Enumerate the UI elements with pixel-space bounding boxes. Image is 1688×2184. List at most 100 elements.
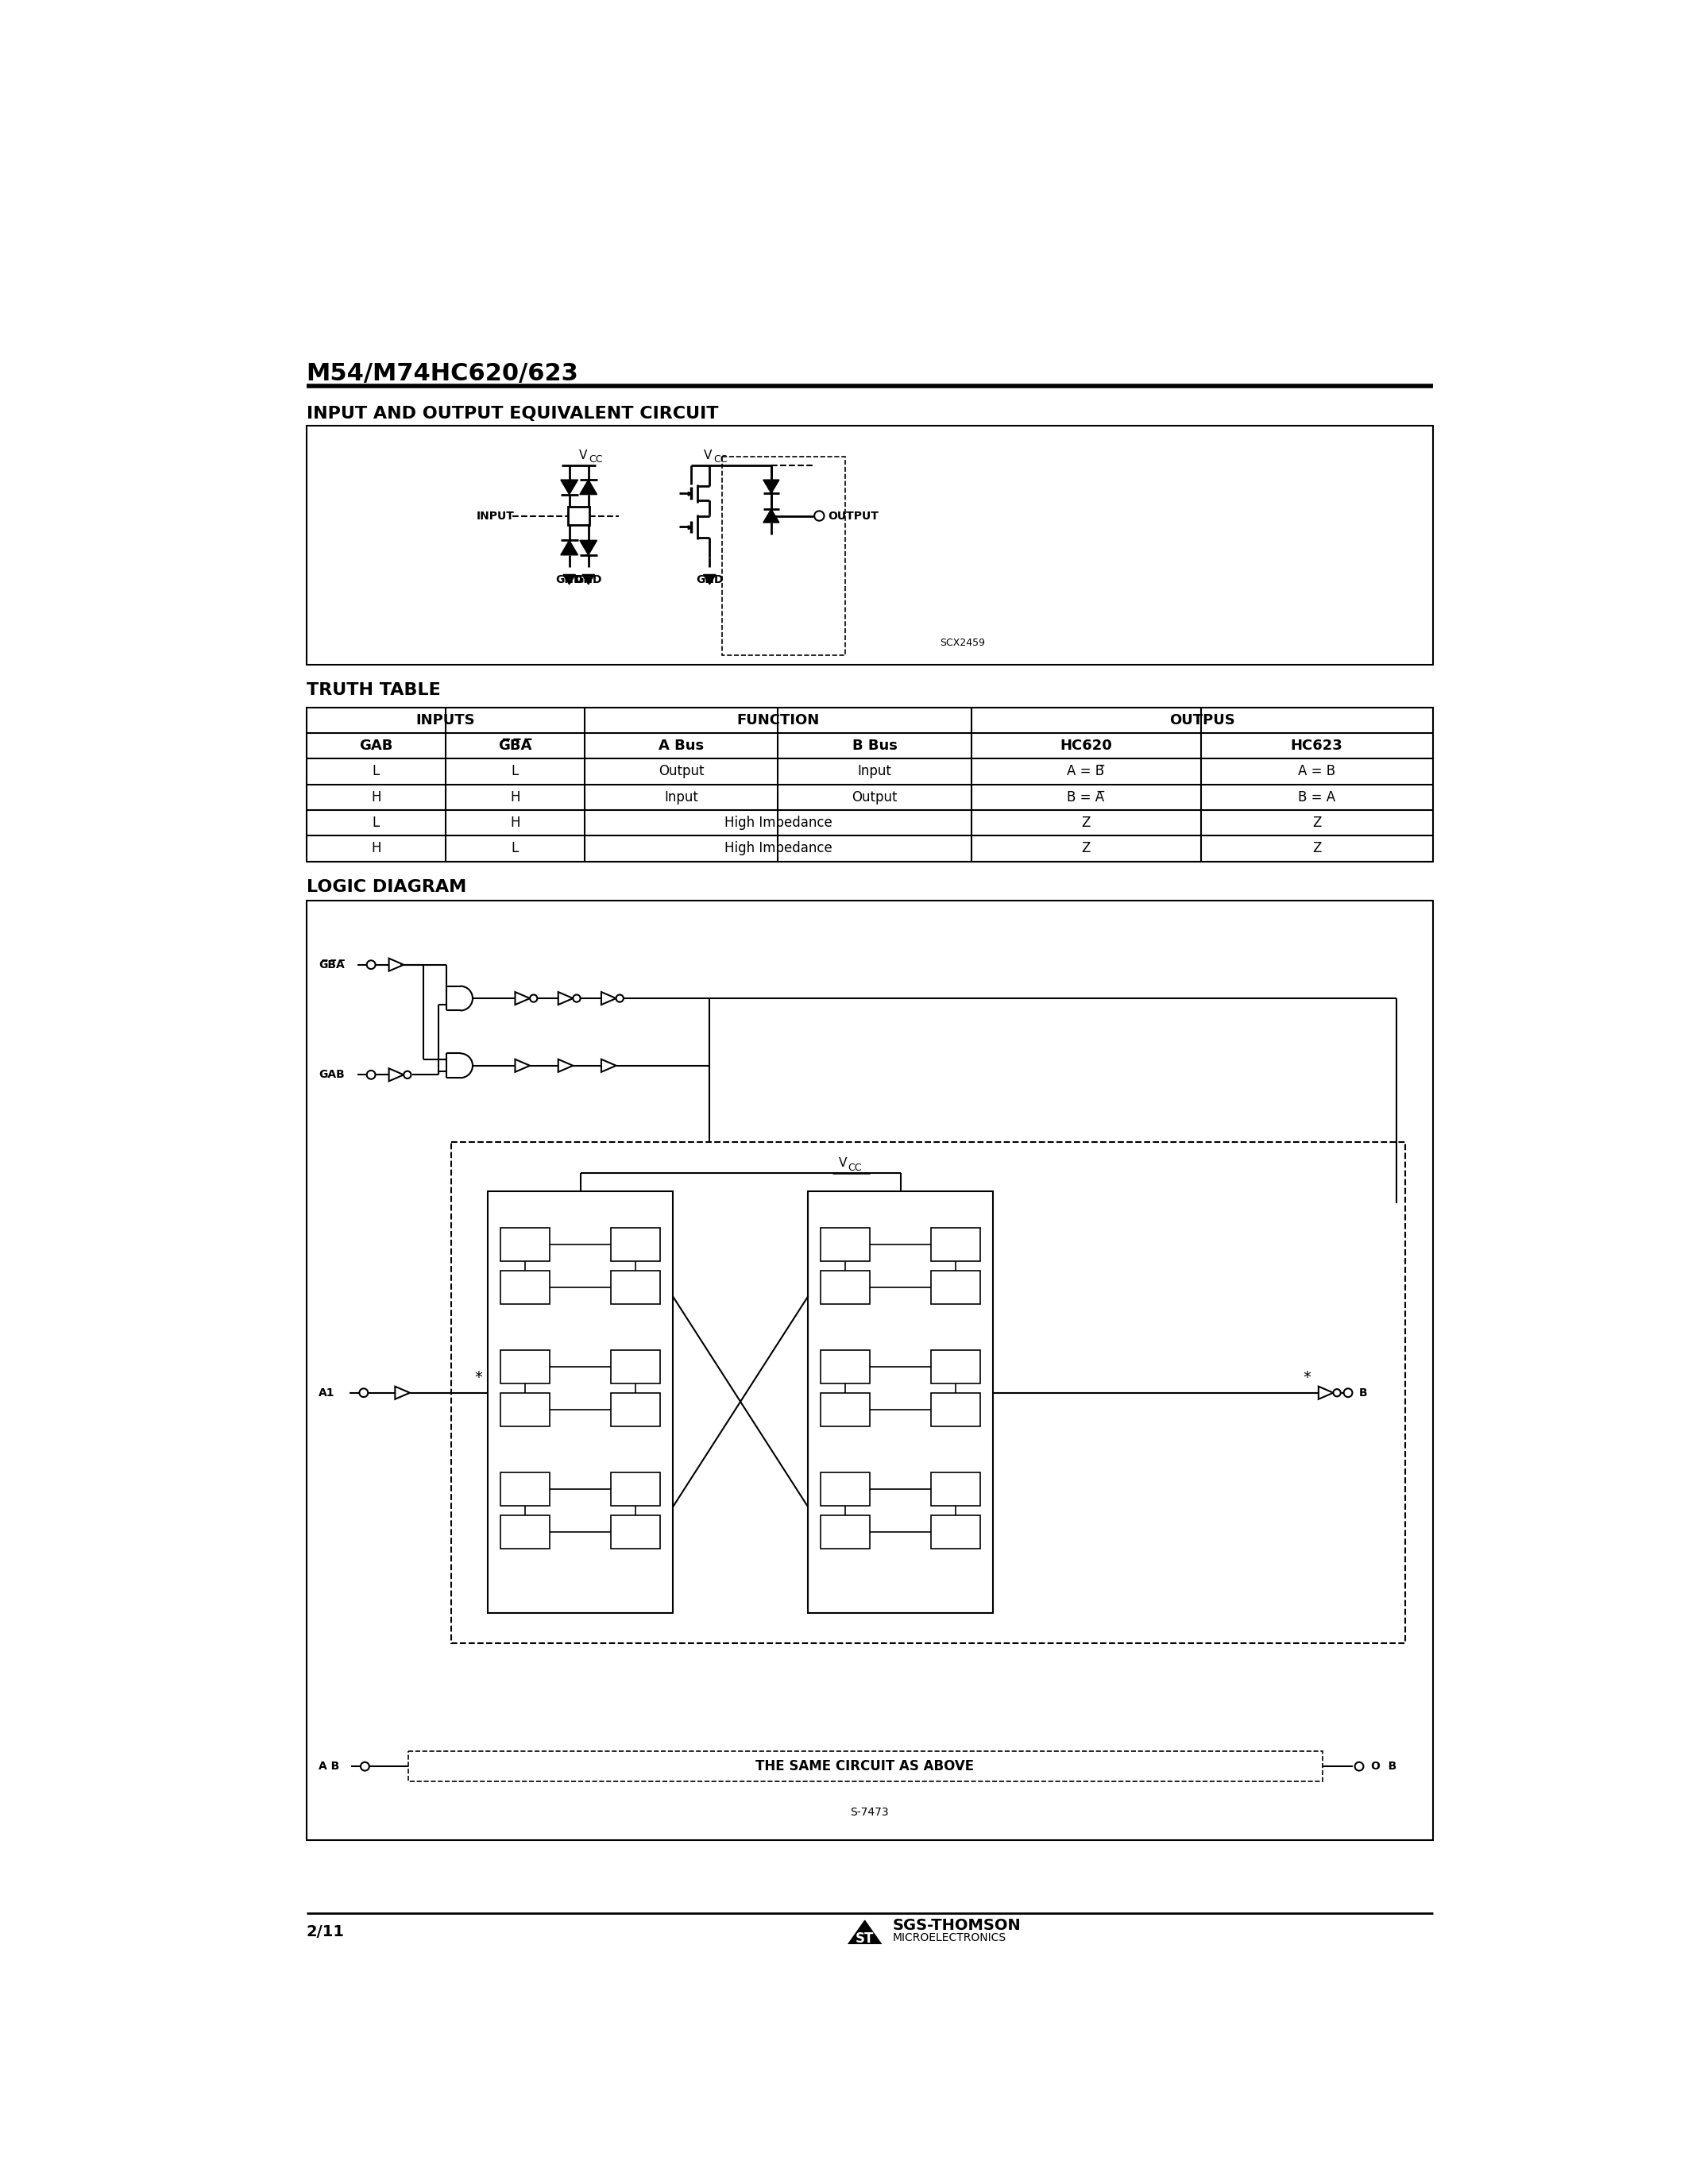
Bar <box>820 1227 869 1262</box>
Bar <box>500 1516 550 1548</box>
Text: A = B̅: A = B̅ <box>1067 764 1104 780</box>
Text: HC620: HC620 <box>1060 738 1112 753</box>
Text: 2/11: 2/11 <box>307 1924 344 1939</box>
Text: Output: Output <box>658 764 704 780</box>
Text: INPUTS: INPUTS <box>415 712 476 727</box>
Text: H: H <box>371 841 381 856</box>
Text: L: L <box>511 841 518 856</box>
Bar <box>932 1227 981 1262</box>
Text: V: V <box>839 1158 847 1168</box>
Text: B: B <box>1359 1387 1367 1398</box>
Bar <box>500 1350 550 1385</box>
Text: High Impedance: High Impedance <box>724 815 832 830</box>
Bar <box>820 1350 869 1385</box>
Text: V: V <box>704 450 712 461</box>
Text: B Bus: B Bus <box>852 738 898 753</box>
Text: OUTPUT: OUTPUT <box>827 511 878 522</box>
Text: CC: CC <box>847 1162 861 1173</box>
Text: A B: A B <box>319 1760 339 1771</box>
Bar <box>307 900 1433 1839</box>
Bar <box>611 1271 660 1304</box>
Text: SCX2459: SCX2459 <box>940 638 984 649</box>
Text: L: L <box>373 815 380 830</box>
Text: GND: GND <box>695 574 724 585</box>
Text: GAB: GAB <box>360 738 393 753</box>
Text: GND: GND <box>555 574 582 585</box>
Text: CC: CC <box>714 454 728 465</box>
Bar <box>500 1393 550 1426</box>
Bar <box>809 1190 993 1614</box>
Bar <box>569 507 589 524</box>
Text: ST: ST <box>856 1931 874 1946</box>
Text: HC623: HC623 <box>1291 738 1342 753</box>
Polygon shape <box>689 526 692 529</box>
Bar <box>611 1472 660 1507</box>
Text: GAB: GAB <box>319 1070 344 1081</box>
Text: OUTPUS: OUTPUS <box>1170 712 1236 727</box>
Text: O  B: O B <box>1371 1760 1398 1771</box>
Text: H: H <box>510 815 520 830</box>
Bar <box>820 1393 869 1426</box>
Polygon shape <box>763 480 780 494</box>
Text: A1: A1 <box>319 1387 334 1398</box>
Bar <box>820 1472 869 1507</box>
Text: Input: Input <box>858 764 891 780</box>
Text: H: H <box>371 791 381 804</box>
Polygon shape <box>704 574 716 585</box>
Text: V: V <box>579 450 587 461</box>
Bar <box>932 1472 981 1507</box>
Text: LOGIC DIAGRAM: LOGIC DIAGRAM <box>307 880 466 895</box>
Text: INPUT: INPUT <box>476 511 515 522</box>
Polygon shape <box>582 574 594 585</box>
Text: TRUTH TABLE: TRUTH TABLE <box>307 681 441 699</box>
Text: M54/M74HC620/623: M54/M74HC620/623 <box>307 363 579 387</box>
Text: MICROELECTRONICS: MICROELECTRONICS <box>893 1933 1006 1944</box>
Text: *: * <box>1303 1369 1310 1385</box>
Polygon shape <box>564 574 576 585</box>
Bar <box>307 708 1433 860</box>
Text: High Impedance: High Impedance <box>724 841 832 856</box>
Polygon shape <box>579 539 598 555</box>
Bar <box>611 1350 660 1385</box>
Bar <box>820 1516 869 1548</box>
Bar <box>408 1752 1322 1782</box>
Text: B = A: B = A <box>1298 791 1335 804</box>
Bar <box>932 1271 981 1304</box>
Text: L: L <box>373 764 380 780</box>
Polygon shape <box>763 509 780 522</box>
Bar <box>500 1472 550 1507</box>
Bar <box>611 1393 660 1426</box>
Bar <box>611 1227 660 1262</box>
Text: Output: Output <box>852 791 898 804</box>
Polygon shape <box>846 1920 883 1946</box>
Bar <box>307 426 1433 664</box>
Bar <box>500 1271 550 1304</box>
Text: G̅B̅A̅: G̅B̅A̅ <box>319 959 344 970</box>
Bar <box>820 1271 869 1304</box>
Bar <box>611 1516 660 1548</box>
Text: Z: Z <box>1312 815 1322 830</box>
Bar <box>932 1350 981 1385</box>
Text: *: * <box>474 1369 483 1385</box>
Bar <box>722 456 846 655</box>
Text: A Bus: A Bus <box>658 738 704 753</box>
Bar <box>451 1142 1406 1645</box>
Bar <box>932 1393 981 1426</box>
Text: CC: CC <box>589 454 603 465</box>
Bar <box>932 1516 981 1548</box>
Bar <box>500 1227 550 1262</box>
Text: THE SAME CIRCUIT AS ABOVE: THE SAME CIRCUIT AS ABOVE <box>756 1760 974 1773</box>
Text: SGS-THOMSON: SGS-THOMSON <box>893 1918 1021 1933</box>
Text: Z: Z <box>1082 815 1090 830</box>
Text: L: L <box>511 764 518 780</box>
Text: Z: Z <box>1312 841 1322 856</box>
Polygon shape <box>689 491 692 496</box>
Text: GND: GND <box>574 574 603 585</box>
Text: FUNCTION: FUNCTION <box>736 712 819 727</box>
Text: S-7473: S-7473 <box>851 1806 890 1817</box>
Polygon shape <box>560 480 577 494</box>
Text: INPUT AND OUTPUT EQUIVALENT CIRCUIT: INPUT AND OUTPUT EQUIVALENT CIRCUIT <box>307 406 719 422</box>
Polygon shape <box>579 480 598 494</box>
Text: Input: Input <box>665 791 699 804</box>
Polygon shape <box>560 539 577 555</box>
